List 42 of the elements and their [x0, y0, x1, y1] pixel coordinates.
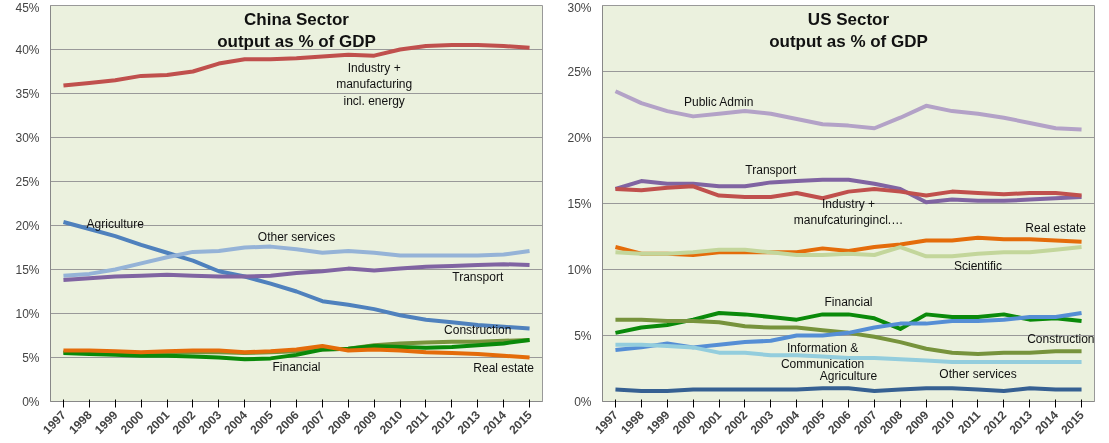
annotation: Other services — [939, 366, 1017, 381]
annotation: Transport — [745, 163, 797, 178]
y-tick-label: 10% — [15, 306, 40, 321]
y-tick-label: 10% — [567, 262, 592, 277]
line-series — [613, 245, 1084, 259]
annotation: Financial — [824, 295, 873, 310]
line-series — [61, 337, 532, 362]
text: US Sector output as % of GDP — [769, 9, 928, 52]
annotation: Public Admin — [684, 94, 754, 109]
y-tick-label: 5% — [22, 350, 40, 365]
line-series — [61, 262, 532, 283]
y-tick-label: 45% — [15, 0, 40, 15]
y-tick-label: 25% — [15, 174, 40, 189]
annotation: Agriculture — [819, 369, 878, 384]
y-tick-label: 30% — [15, 130, 40, 145]
annotation: Transport — [452, 270, 504, 285]
line-series — [61, 344, 532, 360]
annotation: Scientific — [953, 258, 1002, 273]
line-series — [613, 184, 1084, 201]
y-tick-label: 20% — [567, 130, 592, 145]
line-series — [613, 89, 1084, 132]
annotation: Real estate — [473, 360, 535, 375]
y-tick-label: 15% — [15, 262, 40, 277]
y-tick-label: 30% — [567, 0, 592, 15]
annotation: Agriculture — [86, 217, 145, 232]
annotation: Industry + manufacturing incl. energy — [336, 60, 413, 109]
y-tick-label: 0% — [574, 394, 592, 409]
annotation: Information & Communication — [780, 340, 865, 372]
y-tick-label: 20% — [15, 218, 40, 233]
annotation: Financial — [272, 359, 321, 374]
y-tick-label: 25% — [567, 64, 592, 79]
y-tick-label: 40% — [15, 42, 40, 57]
y-tick-label: 5% — [574, 328, 592, 343]
annotation: Other services — [257, 230, 336, 245]
annotation: Real estate — [1025, 221, 1087, 236]
y-tick-label: 35% — [15, 86, 40, 101]
annotation: Construction — [1027, 332, 1095, 347]
text: China Sector output as % of GDP — [217, 9, 376, 52]
y-tick-label: 0% — [22, 394, 40, 409]
annotation: Construction — [444, 322, 512, 337]
annotation: Industry + manufcaturingincl.… — [793, 196, 904, 228]
y-tick-label: 15% — [567, 196, 592, 211]
